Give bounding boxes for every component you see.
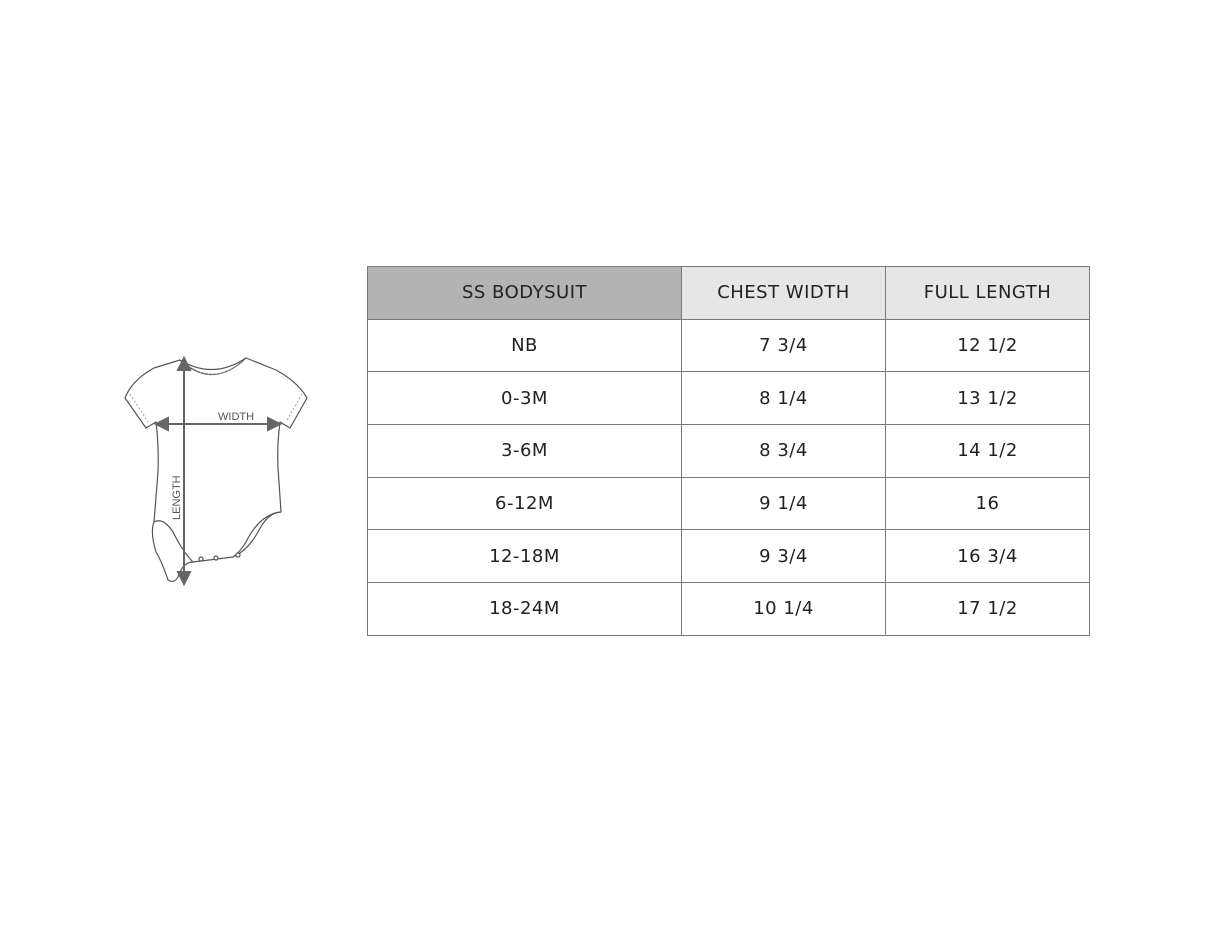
chest-width-cell: 8 3/4 (681, 424, 886, 478)
size-cell: 3-6M (367, 424, 682, 478)
bodysuit-outline (124, 357, 308, 583)
full-length-cell: 17 1/2 (885, 582, 1090, 636)
size-cell: 18-24M (367, 582, 682, 636)
size-chart-table: SS BODYSUIT CHEST WIDTH FULL LENGTH NB 7 … (367, 266, 1090, 636)
full-length-cell: 14 1/2 (885, 424, 1090, 478)
table-row: 0-3M 8 1/4 13 1/2 (367, 371, 1090, 426)
bodysuit-illustration: WIDTH LENGTH (124, 355, 308, 587)
full-length-cell: 16 (885, 476, 1090, 531)
table-row: 12-18M 9 3/4 16 3/4 (367, 529, 1090, 584)
size-cell: 12-18M (367, 529, 682, 584)
header-full-length: FULL LENGTH (885, 266, 1090, 320)
chest-width-cell: 7 3/4 (681, 318, 886, 373)
table-row: NB 7 3/4 12 1/2 (367, 318, 1090, 373)
header-size: SS BODYSUIT (367, 266, 682, 320)
size-cell: 0-3M (367, 371, 682, 426)
header-chest-width: CHEST WIDTH (681, 266, 886, 320)
chest-width-cell: 10 1/4 (681, 582, 886, 636)
full-length-cell: 13 1/2 (885, 371, 1090, 426)
chest-width-cell: 9 1/4 (681, 476, 886, 531)
width-label: WIDTH (218, 411, 254, 423)
size-cell: NB (367, 318, 682, 373)
table-row: 3-6M 8 3/4 14 1/2 (367, 424, 1090, 478)
chest-width-cell: 8 1/4 (681, 371, 886, 426)
full-length-cell: 12 1/2 (885, 318, 1090, 373)
table-row: 18-24M 10 1/4 17 1/2 (367, 582, 1090, 636)
size-cell: 6-12M (367, 476, 682, 531)
table-row: 6-12M 9 1/4 16 (367, 476, 1090, 531)
chest-width-cell: 9 3/4 (681, 529, 886, 584)
header-row: SS BODYSUIT CHEST WIDTH FULL LENGTH (367, 266, 1090, 320)
length-label: LENGTH (171, 475, 183, 520)
full-length-cell: 16 3/4 (885, 529, 1090, 584)
